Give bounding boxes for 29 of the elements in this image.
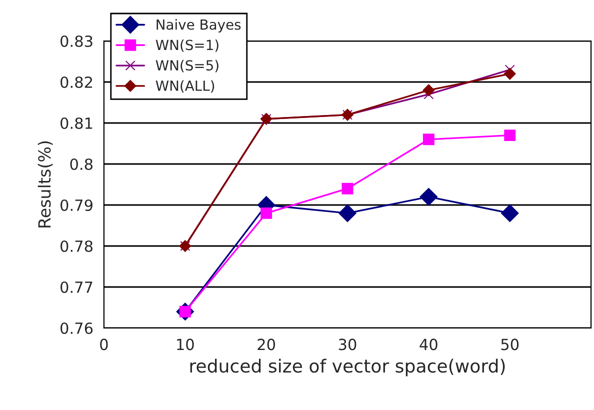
point xyxy=(342,182,354,194)
x-tick-label: 0 xyxy=(100,338,108,350)
y-tick-label: 0.76 xyxy=(60,322,93,334)
y-tick-label: 0.83 xyxy=(60,35,92,48)
legend-label: WN(ALL) xyxy=(156,80,214,93)
legend-label: Naive Bayes xyxy=(156,19,241,32)
point xyxy=(260,207,272,219)
legend-label: WN(S=1) xyxy=(156,39,218,52)
y-tick-label: 0.77 xyxy=(60,281,92,294)
point xyxy=(338,204,356,222)
y-axis-title: Results(%) xyxy=(38,141,53,228)
x-axis-title: reduced size of vector space(word) xyxy=(190,358,505,376)
x-tick-label: 30 xyxy=(338,338,356,350)
y-tick-label: 0.81 xyxy=(60,117,92,130)
point xyxy=(420,188,438,206)
x-tick-label: 50 xyxy=(501,338,519,350)
point xyxy=(504,68,516,80)
legend-label: WN(S=5) xyxy=(156,60,218,72)
point xyxy=(504,130,516,142)
point xyxy=(422,134,434,146)
y-tick-label: 0.78 xyxy=(60,240,92,252)
y-tick-label: 0.8 xyxy=(70,158,92,170)
y-tick-label: 0.82 xyxy=(60,76,92,88)
point xyxy=(500,204,519,222)
point xyxy=(422,84,435,96)
x-tick-label: 40 xyxy=(420,338,438,350)
x-tick-label: 10 xyxy=(177,338,194,350)
y-tick-label: 0.79 xyxy=(60,199,92,212)
x-tick-label: 20 xyxy=(258,338,276,350)
